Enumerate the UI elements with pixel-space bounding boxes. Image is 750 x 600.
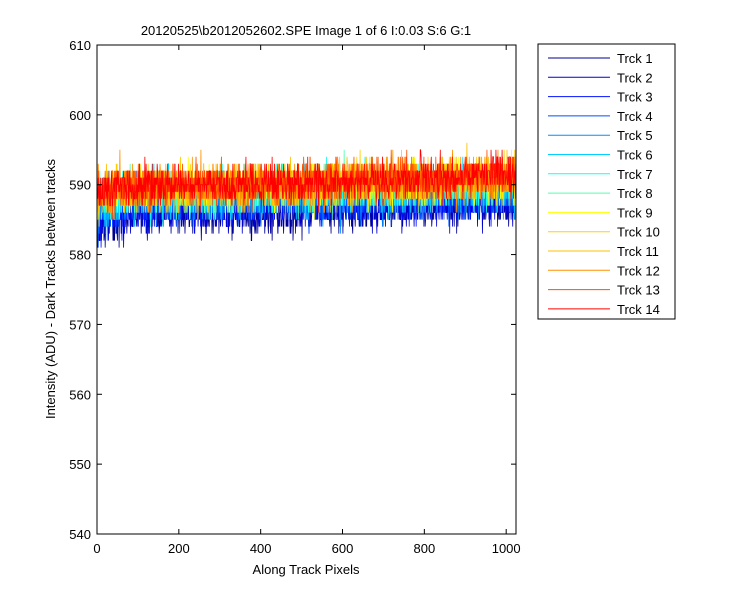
legend-label-11: Trck 11	[617, 244, 659, 259]
x-tick-label: 200	[168, 541, 190, 556]
legend-label-4: Trck 4	[617, 109, 653, 124]
legend-label-7: Trck 7	[617, 167, 653, 182]
series-group	[97, 142, 516, 248]
legend: Trck 1 Trck 2 Trck 3 Trck 4 Trck 5 Trck 6 Trck…	[537, 43, 676, 320]
y-tick-label: 570	[69, 317, 91, 332]
y-axis: 540 550 560 570 580 590 600 610	[69, 38, 516, 542]
chart-title: 20120525\b2012052602.SPE Image 1 of 6 I:…	[141, 23, 471, 38]
y-tick-label: 540	[69, 527, 91, 542]
legend-label-10: Trck 10	[617, 225, 660, 240]
legend-label-1: Trck 1	[617, 51, 653, 66]
legend-label-3: Trck 3	[617, 90, 653, 105]
legend-label-13: Trck 13	[617, 283, 660, 298]
y-tick-label: 550	[69, 457, 91, 472]
y-tick-label: 600	[69, 108, 91, 123]
legend-label-5: Trck 5	[617, 128, 653, 143]
y-tick-label: 560	[69, 387, 91, 402]
x-tick-label: 600	[332, 541, 354, 556]
y-tick-label: 610	[69, 38, 91, 53]
legend-label-14: Trck 14	[617, 302, 660, 317]
plot-area-frame	[96, 44, 517, 535]
x-tick-label: 400	[250, 541, 272, 556]
y-tick-label: 580	[69, 248, 91, 263]
legend-box	[537, 43, 676, 320]
legend-label-12: Trck 12	[617, 263, 660, 278]
x-tick-label: 1000	[492, 541, 521, 556]
legend-label-2: Trck 2	[617, 70, 653, 85]
series-line-14	[97, 149, 516, 220]
x-axis-title: Along Track Pixels	[253, 562, 360, 577]
y-tick-label: 590	[69, 178, 91, 193]
legend-label-6: Trck 6	[617, 148, 653, 163]
legend-label-9: Trck 9	[617, 205, 653, 220]
x-tick-label: 0	[93, 541, 100, 556]
y-axis-title: Intensity (ADU) - Dark Tracks between tr…	[43, 158, 58, 419]
x-tick-label: 800	[413, 541, 435, 556]
x-axis: 0 200 400 600 800 1000	[93, 45, 521, 556]
legend-label-8: Trck 8	[617, 186, 653, 201]
